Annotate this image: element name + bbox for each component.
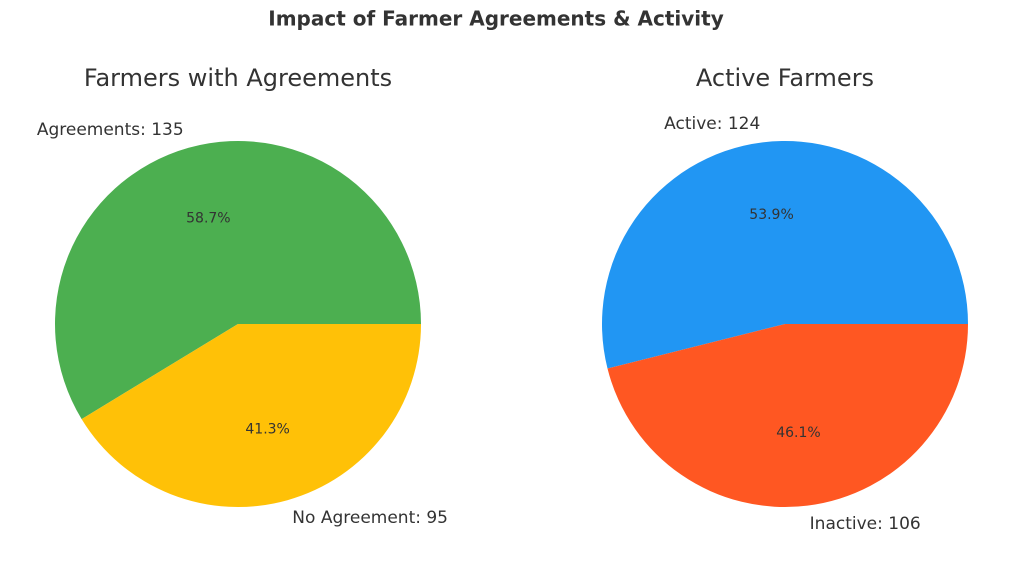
chart-title: Active Farmers xyxy=(696,64,874,92)
slice-label: No Agreement: 95 xyxy=(292,508,448,528)
percent-label: 58.7% xyxy=(186,210,230,226)
pie-slice xyxy=(81,324,422,507)
chart-title: Farmers with Agreements xyxy=(84,64,392,92)
slice-label: Active: 124 xyxy=(664,114,760,134)
figure-title: Impact of Farmer Agreements & Activity xyxy=(268,7,723,31)
pie-slice xyxy=(54,140,422,420)
percent-label: 41.3% xyxy=(245,422,289,438)
pie-slice xyxy=(607,324,968,508)
pie-slice xyxy=(602,141,968,369)
percent-label: 46.1% xyxy=(776,425,820,441)
percent-label: 53.9% xyxy=(749,207,793,223)
slice-label: Agreements: 135 xyxy=(37,120,184,140)
slice-label: Inactive: 106 xyxy=(810,514,921,534)
